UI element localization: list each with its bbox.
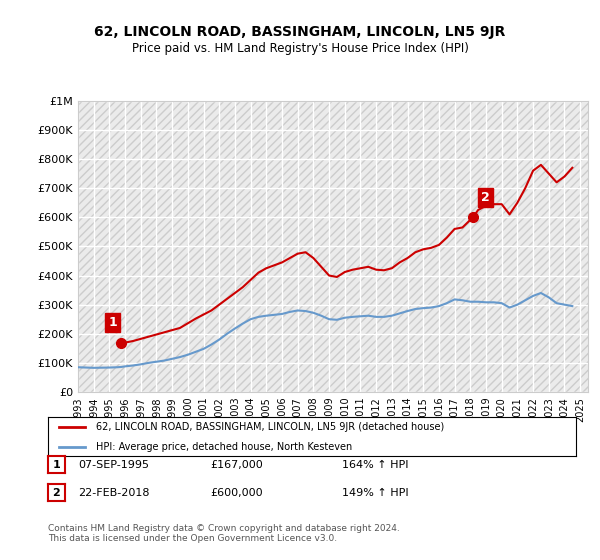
Text: 07-SEP-1995: 07-SEP-1995 [78,460,149,470]
Text: 164% ↑ HPI: 164% ↑ HPI [342,460,409,470]
Text: Price paid vs. HM Land Registry's House Price Index (HPI): Price paid vs. HM Land Registry's House … [131,42,469,55]
Text: 2: 2 [481,192,490,204]
Text: HPI: Average price, detached house, North Kesteven: HPI: Average price, detached house, Nort… [95,442,352,451]
Text: 22-FEB-2018: 22-FEB-2018 [78,488,149,498]
Text: £167,000: £167,000 [210,460,263,470]
Text: 1: 1 [109,316,118,329]
Text: Contains HM Land Registry data © Crown copyright and database right 2024.
This d: Contains HM Land Registry data © Crown c… [48,524,400,543]
Text: 62, LINCOLN ROAD, BASSINGHAM, LINCOLN, LN5 9JR: 62, LINCOLN ROAD, BASSINGHAM, LINCOLN, L… [94,25,506,39]
Text: £600,000: £600,000 [210,488,263,498]
Text: 62, LINCOLN ROAD, BASSINGHAM, LINCOLN, LN5 9JR (detached house): 62, LINCOLN ROAD, BASSINGHAM, LINCOLN, L… [95,422,444,432]
Text: 2: 2 [53,488,60,498]
Text: 1: 1 [53,460,60,470]
Text: 149% ↑ HPI: 149% ↑ HPI [342,488,409,498]
